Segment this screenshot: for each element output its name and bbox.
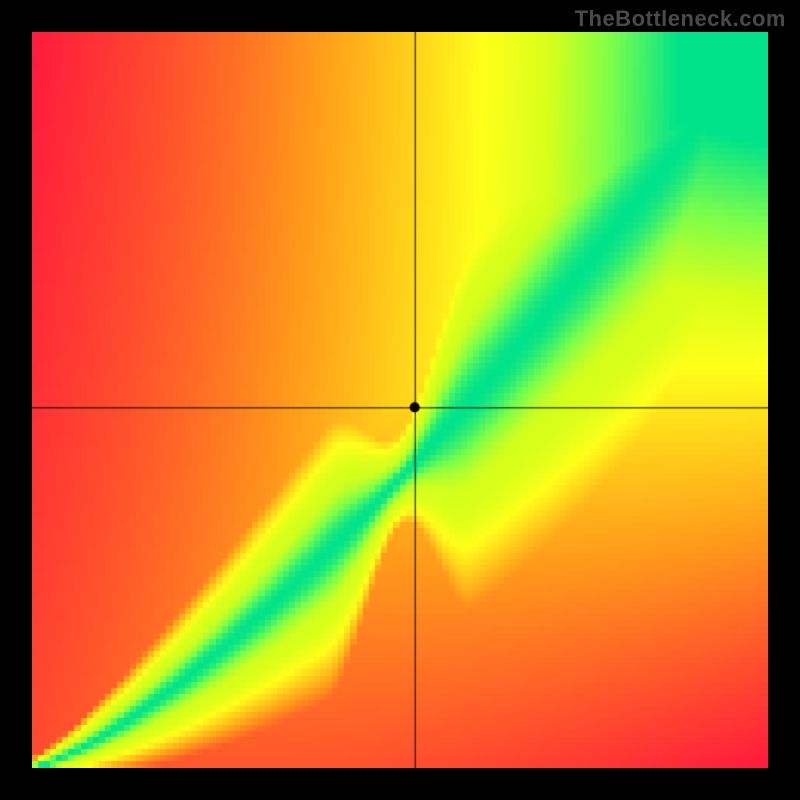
watermark-label: TheBottleneck.com bbox=[575, 6, 786, 32]
bottleneck-heatmap bbox=[32, 32, 768, 768]
chart-frame: TheBottleneck.com bbox=[0, 0, 800, 800]
